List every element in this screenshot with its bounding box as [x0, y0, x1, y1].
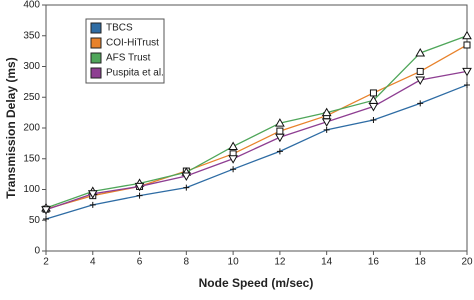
legend-label: TBCS: [106, 23, 133, 34]
series-line: [45, 70, 468, 211]
y-tick-label: 400: [23, 0, 40, 11]
marker: [275, 133, 285, 143]
series-line: [45, 44, 468, 210]
marker: [134, 182, 145, 192]
series-line: [45, 84, 468, 220]
y-tick-label: 100: [23, 184, 40, 195]
marker: [415, 76, 426, 86]
y-tick-label: 350: [23, 30, 40, 41]
x-tick-label: 16: [368, 257, 380, 268]
marker: [136, 192, 143, 199]
marker: [276, 127, 284, 135]
y-tick-label: 150: [23, 153, 40, 164]
marker: [463, 41, 471, 49]
y-tick-label: 300: [23, 61, 40, 72]
x-tick-label: 6: [137, 257, 143, 268]
marker: [41, 206, 51, 215]
marker: [417, 100, 424, 107]
x-tick-label: 18: [415, 257, 427, 268]
x-tick-label: 20: [461, 257, 473, 268]
marker: [321, 118, 332, 127]
marker: [275, 118, 285, 127]
marker: [415, 47, 426, 57]
marker: [370, 117, 377, 124]
marker: [416, 67, 424, 75]
marker: [321, 107, 332, 117]
y-axis-title: Transmission Delay (ms): [4, 57, 18, 198]
marker: [230, 166, 237, 173]
x-tick-label: 12: [274, 257, 286, 268]
marker: [369, 89, 377, 97]
legend-swatch: [90, 37, 102, 49]
x-tick-label: 8: [184, 257, 190, 268]
y-tick-label: 250: [23, 92, 40, 103]
marker: [183, 184, 190, 191]
legend-label: COI-HiTrust: [106, 38, 159, 49]
x-tick-label: 14: [321, 257, 333, 268]
marker: [43, 216, 49, 223]
marker: [368, 102, 379, 112]
y-tick-label: 50: [29, 215, 41, 226]
marker: [464, 81, 470, 88]
marker: [228, 155, 238, 164]
marker: [323, 126, 330, 133]
marker: [181, 172, 192, 181]
legend-label: Puspita et al.: [106, 68, 164, 79]
marker: [228, 141, 238, 150]
legend-swatch: [90, 67, 102, 79]
marker: [89, 201, 96, 208]
marker: [87, 190, 98, 199]
legend: TBCS COI-HiTrust AFS Trust Puspita et al.: [85, 18, 165, 84]
marker: [462, 30, 472, 40]
legend-swatch: [90, 52, 102, 64]
x-tick-label: 4: [90, 257, 96, 268]
y-tick-label: 0: [34, 246, 40, 257]
x-axis-title: Node Speed (m/sec): [199, 276, 314, 290]
x-tick-label: 10: [228, 257, 240, 268]
legend-swatch: [90, 22, 102, 34]
legend-label: AFS Trust: [106, 53, 151, 64]
series-line: [45, 35, 468, 209]
y-tick-label: 200: [23, 123, 40, 134]
marker: [462, 67, 472, 77]
marker: [276, 148, 283, 155]
x-tick-label: 2: [43, 257, 49, 268]
